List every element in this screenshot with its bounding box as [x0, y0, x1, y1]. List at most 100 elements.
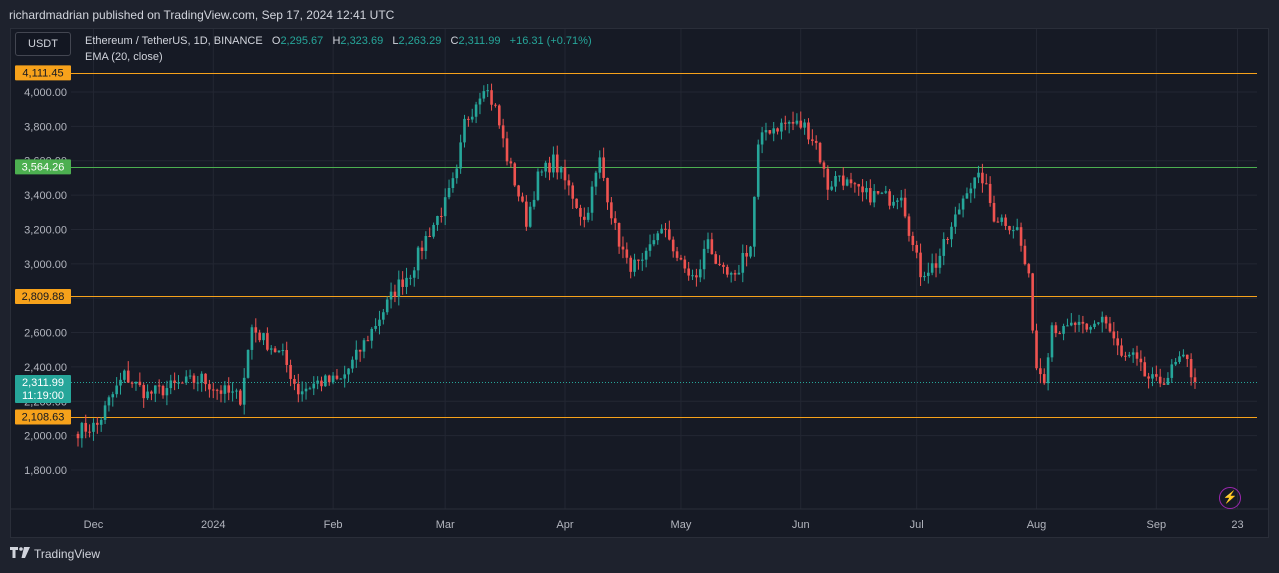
- x-tick-label: Dec: [84, 519, 104, 531]
- candle: [347, 368, 350, 375]
- candle: [281, 350, 285, 352]
- publisher-info: richardmadrian published on TradingView.…: [9, 8, 395, 22]
- legend-open-value: 2,295.67: [280, 35, 324, 47]
- candle: [304, 388, 308, 392]
- candle: [262, 333, 265, 341]
- candle: [559, 167, 563, 173]
- candle: [606, 177, 609, 203]
- candle: [235, 390, 238, 392]
- candle: [393, 291, 397, 297]
- horizontal-levels: [71, 73, 1257, 418]
- candle: [737, 272, 741, 275]
- candle: [231, 391, 234, 393]
- x-tick-label: Sep: [1147, 519, 1167, 531]
- candle: [525, 201, 528, 227]
- candle: [455, 168, 459, 179]
- candle: [664, 228, 667, 230]
- candle: [385, 299, 389, 313]
- x-tick-label: Jul: [910, 519, 924, 531]
- candle: [927, 272, 930, 276]
- x-tick-label: Mar: [436, 519, 455, 531]
- candle: [1189, 359, 1193, 378]
- candle: [119, 379, 122, 386]
- candle: [594, 172, 598, 187]
- candle: [872, 191, 876, 203]
- candle: [942, 238, 946, 256]
- candle: [637, 259, 640, 261]
- legend-symbol[interactable]: Ethereum / TetherUS, 1D, BINANCE: [85, 35, 263, 47]
- legend-low-label: L: [392, 35, 399, 47]
- candle: [888, 191, 891, 206]
- candle: [486, 90, 489, 92]
- candle: [242, 377, 246, 405]
- candle: [675, 251, 679, 258]
- candle: [528, 206, 532, 227]
- candle: [92, 422, 95, 432]
- candle: [312, 383, 316, 389]
- candles: [76, 83, 1197, 448]
- x-tick-label: Aug: [1027, 519, 1047, 531]
- candle: [544, 162, 547, 172]
- candle: [787, 121, 791, 124]
- candle: [463, 118, 466, 143]
- candle: [374, 325, 377, 329]
- tradingview-logo-icon: [10, 547, 30, 561]
- level-labels: 4,111.45 3,564.26 2,809.88 2,108.63 2,311.99…: [15, 65, 71, 425]
- candle: [447, 187, 451, 198]
- candle: [722, 264, 725, 267]
- candle: [320, 380, 323, 387]
- candle: [1062, 325, 1065, 334]
- candle: [691, 275, 694, 277]
- candle: [327, 375, 331, 383]
- candle: [161, 385, 165, 396]
- candle: [1151, 374, 1154, 379]
- price-chart[interactable]: 1,800.002,000.002,200.002,400.002,600.00…: [11, 29, 1269, 538]
- currency-selector-button[interactable]: USDT: [15, 32, 71, 56]
- candle: [876, 191, 880, 194]
- grid: [71, 29, 1257, 509]
- candle: [188, 375, 192, 377]
- candle: [965, 193, 969, 199]
- candle: [915, 245, 919, 253]
- x-tick-label: 23: [1231, 519, 1243, 531]
- candle: [467, 118, 470, 120]
- candle: [826, 168, 830, 190]
- candle: [617, 222, 621, 247]
- candle: [899, 197, 903, 201]
- candle: [698, 269, 702, 278]
- candle: [1093, 323, 1096, 328]
- candle: [907, 216, 911, 236]
- candle: [215, 389, 219, 391]
- candle: [613, 218, 617, 223]
- candle: [1147, 376, 1150, 379]
- candle: [702, 248, 706, 270]
- candle: [297, 383, 300, 395]
- y-tick-label: 1,800.00: [24, 465, 67, 477]
- candle: [157, 385, 161, 387]
- legend-open-label: O: [271, 35, 281, 47]
- candle: [1089, 327, 1092, 330]
- tradingview-logo[interactable]: TradingView: [10, 547, 100, 561]
- candle: [988, 183, 992, 203]
- candle: [103, 405, 107, 420]
- candle: [838, 175, 841, 177]
- candle: [814, 140, 818, 143]
- candle: [961, 198, 965, 210]
- candle: [223, 385, 227, 394]
- candle: [239, 390, 242, 405]
- candle: [865, 187, 868, 193]
- candle: [80, 422, 84, 439]
- chart-panel[interactable]: 1,800.002,000.002,200.002,400.002,600.00…: [10, 28, 1269, 538]
- candle: [428, 235, 432, 237]
- candle: [490, 90, 493, 105]
- candle: [181, 382, 184, 384]
- last-price-label: 2,311.99: [22, 377, 64, 389]
- legend-indicator[interactable]: EMA (20, close): [85, 51, 163, 63]
- candle: [1193, 377, 1197, 383]
- candle: [903, 197, 907, 217]
- candle: [1116, 338, 1119, 346]
- level-price-label-bg: [15, 288, 71, 304]
- lightning-icon[interactable]: ⚡: [1219, 487, 1241, 509]
- candle: [783, 122, 787, 124]
- candle: [934, 263, 938, 268]
